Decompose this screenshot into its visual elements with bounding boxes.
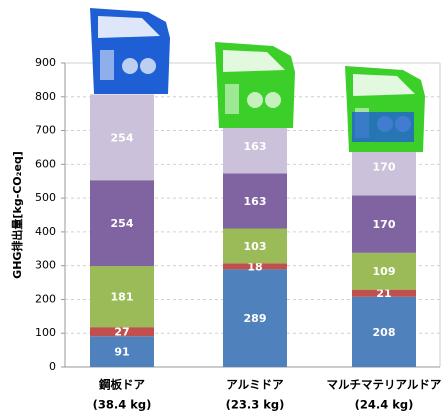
y-tick-label: 600 bbox=[35, 157, 56, 170]
value-label: 163 bbox=[244, 140, 267, 153]
value-label: 163 bbox=[244, 195, 267, 208]
value-label: 103 bbox=[244, 240, 267, 253]
value-label: 18 bbox=[247, 260, 262, 273]
x-tick-label: アルミドア bbox=[226, 378, 284, 392]
value-label: 170 bbox=[373, 218, 396, 231]
x-tick-note: (23.3 kg) bbox=[226, 398, 285, 412]
y-tick-label: 0 bbox=[49, 360, 56, 373]
value-label: 21 bbox=[376, 287, 391, 300]
x-tick-label: マルチマテリアルドア bbox=[327, 378, 442, 392]
door-image-panel bbox=[352, 112, 414, 142]
bar-segment bbox=[352, 195, 416, 253]
value-label: 254 bbox=[111, 131, 134, 144]
value-label: 91 bbox=[114, 346, 129, 359]
y-tick-label: 200 bbox=[35, 292, 56, 305]
bar-segment bbox=[223, 263, 287, 270]
y-tick-label: 100 bbox=[35, 326, 56, 339]
y-tick-label: 800 bbox=[35, 90, 56, 103]
value-label: 208 bbox=[373, 326, 396, 339]
x-tick-note: (38.4 kg) bbox=[93, 398, 152, 412]
y-tick-label: 700 bbox=[35, 124, 56, 137]
bar-segment bbox=[90, 180, 154, 267]
x-tick-label: 鋼板ドア bbox=[98, 378, 145, 392]
door-image bbox=[90, 8, 170, 94]
y-tick-label: 400 bbox=[35, 225, 56, 238]
bar-segment bbox=[90, 266, 154, 328]
value-label: 170 bbox=[373, 161, 396, 174]
bar-segment bbox=[223, 173, 287, 229]
value-label: 254 bbox=[111, 217, 134, 230]
value-label: 27 bbox=[114, 326, 129, 339]
y-axis-label: GHG排出量[kg-CO₂eq] bbox=[10, 151, 24, 279]
value-label: 109 bbox=[373, 265, 396, 278]
bar-segment bbox=[223, 228, 287, 264]
bar-segment bbox=[352, 252, 416, 290]
value-label: 289 bbox=[244, 312, 267, 325]
bar-segment bbox=[90, 336, 154, 367]
bar-segment bbox=[352, 289, 416, 297]
x-tick-note: (24.4 kg) bbox=[355, 398, 414, 412]
bar-segment bbox=[352, 296, 416, 367]
y-tick-label: 900 bbox=[35, 56, 56, 69]
y-tick-label: 500 bbox=[35, 191, 56, 204]
value-label: 181 bbox=[111, 291, 134, 304]
bar-segment bbox=[90, 327, 154, 337]
door-image bbox=[215, 42, 295, 128]
bar-segment bbox=[90, 94, 154, 181]
y-tick-label: 300 bbox=[35, 259, 56, 272]
bar-segment bbox=[223, 269, 287, 367]
